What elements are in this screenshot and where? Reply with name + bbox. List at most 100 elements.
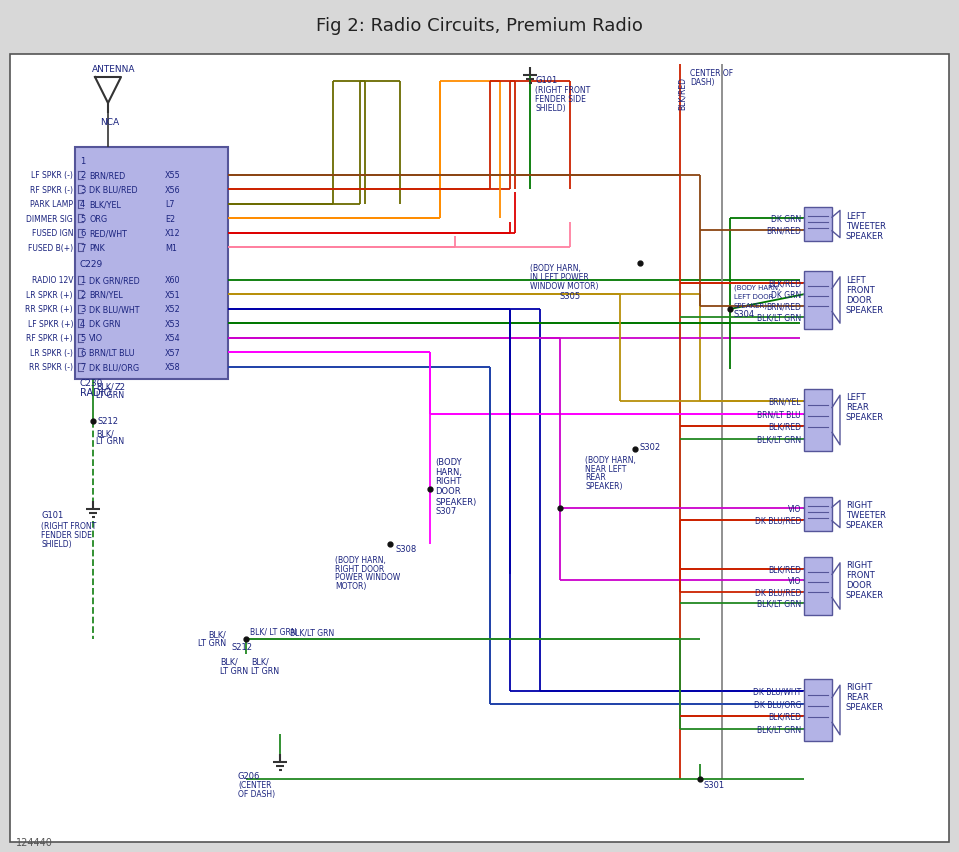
Text: DK BLU/RED: DK BLU/RED bbox=[755, 515, 801, 525]
Bar bbox=[804, 208, 832, 242]
Text: BLK/: BLK/ bbox=[208, 630, 226, 639]
Text: REAR: REAR bbox=[585, 473, 606, 482]
Text: NEAR LEFT: NEAR LEFT bbox=[585, 464, 626, 473]
Text: SHIELD): SHIELD) bbox=[535, 103, 566, 112]
Text: 5: 5 bbox=[80, 214, 85, 223]
Text: (BODY: (BODY bbox=[435, 457, 461, 466]
Text: DK BLU/RED: DK BLU/RED bbox=[755, 588, 801, 596]
Text: BLK/RED: BLK/RED bbox=[768, 564, 801, 573]
Text: DK BLU/RED: DK BLU/RED bbox=[89, 185, 138, 194]
Text: X60: X60 bbox=[165, 276, 180, 285]
Text: DK GRN: DK GRN bbox=[89, 320, 121, 328]
Text: LEFT: LEFT bbox=[846, 275, 866, 285]
Text: LT GRN: LT GRN bbox=[198, 639, 226, 648]
Text: RIGHT: RIGHT bbox=[846, 561, 873, 570]
Text: 4: 4 bbox=[80, 199, 85, 209]
Text: DOOR: DOOR bbox=[846, 295, 872, 304]
Text: 3: 3 bbox=[80, 305, 85, 314]
Text: NCA: NCA bbox=[100, 118, 119, 126]
Text: S212: S212 bbox=[232, 642, 253, 652]
Text: (BODY HARN,: (BODY HARN, bbox=[335, 555, 386, 564]
Text: Fig 2: Radio Circuits, Premium Radio: Fig 2: Radio Circuits, Premium Radio bbox=[316, 17, 643, 35]
Text: C230: C230 bbox=[80, 379, 104, 388]
Text: X57: X57 bbox=[165, 348, 180, 357]
Text: VIO: VIO bbox=[787, 504, 801, 513]
Text: 7: 7 bbox=[80, 363, 85, 371]
Text: S301: S301 bbox=[704, 780, 725, 790]
Bar bbox=[804, 272, 832, 330]
Text: C229: C229 bbox=[80, 260, 104, 268]
Text: DK GRN: DK GRN bbox=[771, 215, 801, 223]
Text: BLK/RED: BLK/RED bbox=[768, 712, 801, 721]
Text: HARN,: HARN, bbox=[435, 467, 462, 476]
Text: X58: X58 bbox=[165, 363, 180, 371]
Text: BLK/RED: BLK/RED bbox=[677, 77, 687, 110]
Text: RED/WHT: RED/WHT bbox=[89, 228, 127, 238]
Text: BLK/RED: BLK/RED bbox=[768, 279, 801, 288]
Text: RF SPKR (-): RF SPKR (-) bbox=[30, 185, 73, 194]
Text: IN LEFT POWER: IN LEFT POWER bbox=[530, 272, 589, 281]
Text: BRN/LT BLU: BRN/LT BLU bbox=[89, 348, 134, 357]
Text: FRONT: FRONT bbox=[846, 571, 875, 580]
Text: DK BLU/ORG: DK BLU/ORG bbox=[754, 699, 801, 709]
Text: G101: G101 bbox=[535, 76, 557, 84]
Text: SPEAKER: SPEAKER bbox=[846, 305, 884, 314]
Text: BLK/LT GRN: BLK/LT GRN bbox=[757, 435, 801, 444]
Text: Z2: Z2 bbox=[115, 382, 126, 391]
Bar bbox=[804, 498, 832, 532]
Bar bbox=[0, 0, 959, 52]
Text: 2: 2 bbox=[80, 170, 85, 180]
Text: MOTOR): MOTOR) bbox=[335, 582, 366, 590]
Text: LT GRN: LT GRN bbox=[96, 437, 124, 446]
Text: CENTER OF: CENTER OF bbox=[690, 68, 733, 78]
Text: X53: X53 bbox=[165, 320, 180, 328]
Text: RIGHT DOOR: RIGHT DOOR bbox=[335, 564, 385, 573]
Text: 124440: 124440 bbox=[16, 837, 53, 847]
Text: LF SPKR (-): LF SPKR (-) bbox=[31, 170, 73, 180]
Text: SPEAKER: SPEAKER bbox=[846, 521, 884, 530]
Text: (RIGHT FRONT: (RIGHT FRONT bbox=[41, 521, 96, 530]
Text: TWEETER: TWEETER bbox=[846, 511, 886, 520]
Text: (BODY HARN,: (BODY HARN, bbox=[530, 263, 581, 272]
Text: BRN/YEL: BRN/YEL bbox=[768, 397, 801, 406]
Text: SPEAKER): SPEAKER) bbox=[585, 482, 622, 491]
Text: PARK LAMP: PARK LAMP bbox=[30, 199, 73, 209]
Text: LEFT DOOR: LEFT DOOR bbox=[734, 294, 773, 300]
Text: 6: 6 bbox=[80, 228, 85, 238]
Text: S302: S302 bbox=[639, 442, 660, 451]
Text: POWER WINDOW: POWER WINDOW bbox=[335, 573, 400, 582]
Text: LF SPKR (+): LF SPKR (+) bbox=[28, 320, 73, 328]
Text: BRN/RED: BRN/RED bbox=[766, 226, 801, 235]
Text: G206: G206 bbox=[238, 772, 261, 780]
Text: X56: X56 bbox=[165, 185, 180, 194]
Text: BLK/LT GRN: BLK/LT GRN bbox=[757, 314, 801, 323]
Text: BLK/: BLK/ bbox=[251, 657, 269, 665]
Text: RADIO 12V: RADIO 12V bbox=[32, 276, 73, 285]
Text: BLK/: BLK/ bbox=[96, 382, 114, 391]
Text: X12: X12 bbox=[165, 228, 180, 238]
Text: DK BLU/WHT: DK BLU/WHT bbox=[89, 305, 139, 314]
Text: BLK/: BLK/ bbox=[220, 657, 238, 665]
Text: S212: S212 bbox=[97, 417, 118, 426]
Bar bbox=[75, 148, 228, 379]
Text: PNK: PNK bbox=[89, 243, 105, 252]
Text: LT GRN: LT GRN bbox=[251, 665, 279, 675]
Text: FRONT: FRONT bbox=[846, 285, 875, 294]
Text: DIMMER SIG: DIMMER SIG bbox=[26, 214, 73, 223]
Text: RIGHT: RIGHT bbox=[435, 477, 461, 486]
Text: X54: X54 bbox=[165, 334, 180, 343]
Text: S308: S308 bbox=[395, 545, 416, 554]
Text: BLK/ LT GRN: BLK/ LT GRN bbox=[250, 627, 296, 636]
Bar bbox=[804, 557, 832, 615]
Text: SPEAKER): SPEAKER) bbox=[435, 497, 477, 506]
Text: SPEAKER: SPEAKER bbox=[846, 590, 884, 600]
Text: FUSED B(+): FUSED B(+) bbox=[28, 243, 73, 252]
Text: DK BLU/ORG: DK BLU/ORG bbox=[89, 363, 139, 371]
Text: BLK/YEL: BLK/YEL bbox=[89, 199, 121, 209]
Text: SPEAKER: SPEAKER bbox=[846, 231, 884, 240]
Text: RIGHT: RIGHT bbox=[846, 682, 873, 692]
Text: REAR: REAR bbox=[846, 403, 869, 412]
Text: SPEAKER: SPEAKER bbox=[846, 703, 884, 711]
Text: DK GRN: DK GRN bbox=[771, 291, 801, 299]
Text: L7: L7 bbox=[165, 199, 175, 209]
